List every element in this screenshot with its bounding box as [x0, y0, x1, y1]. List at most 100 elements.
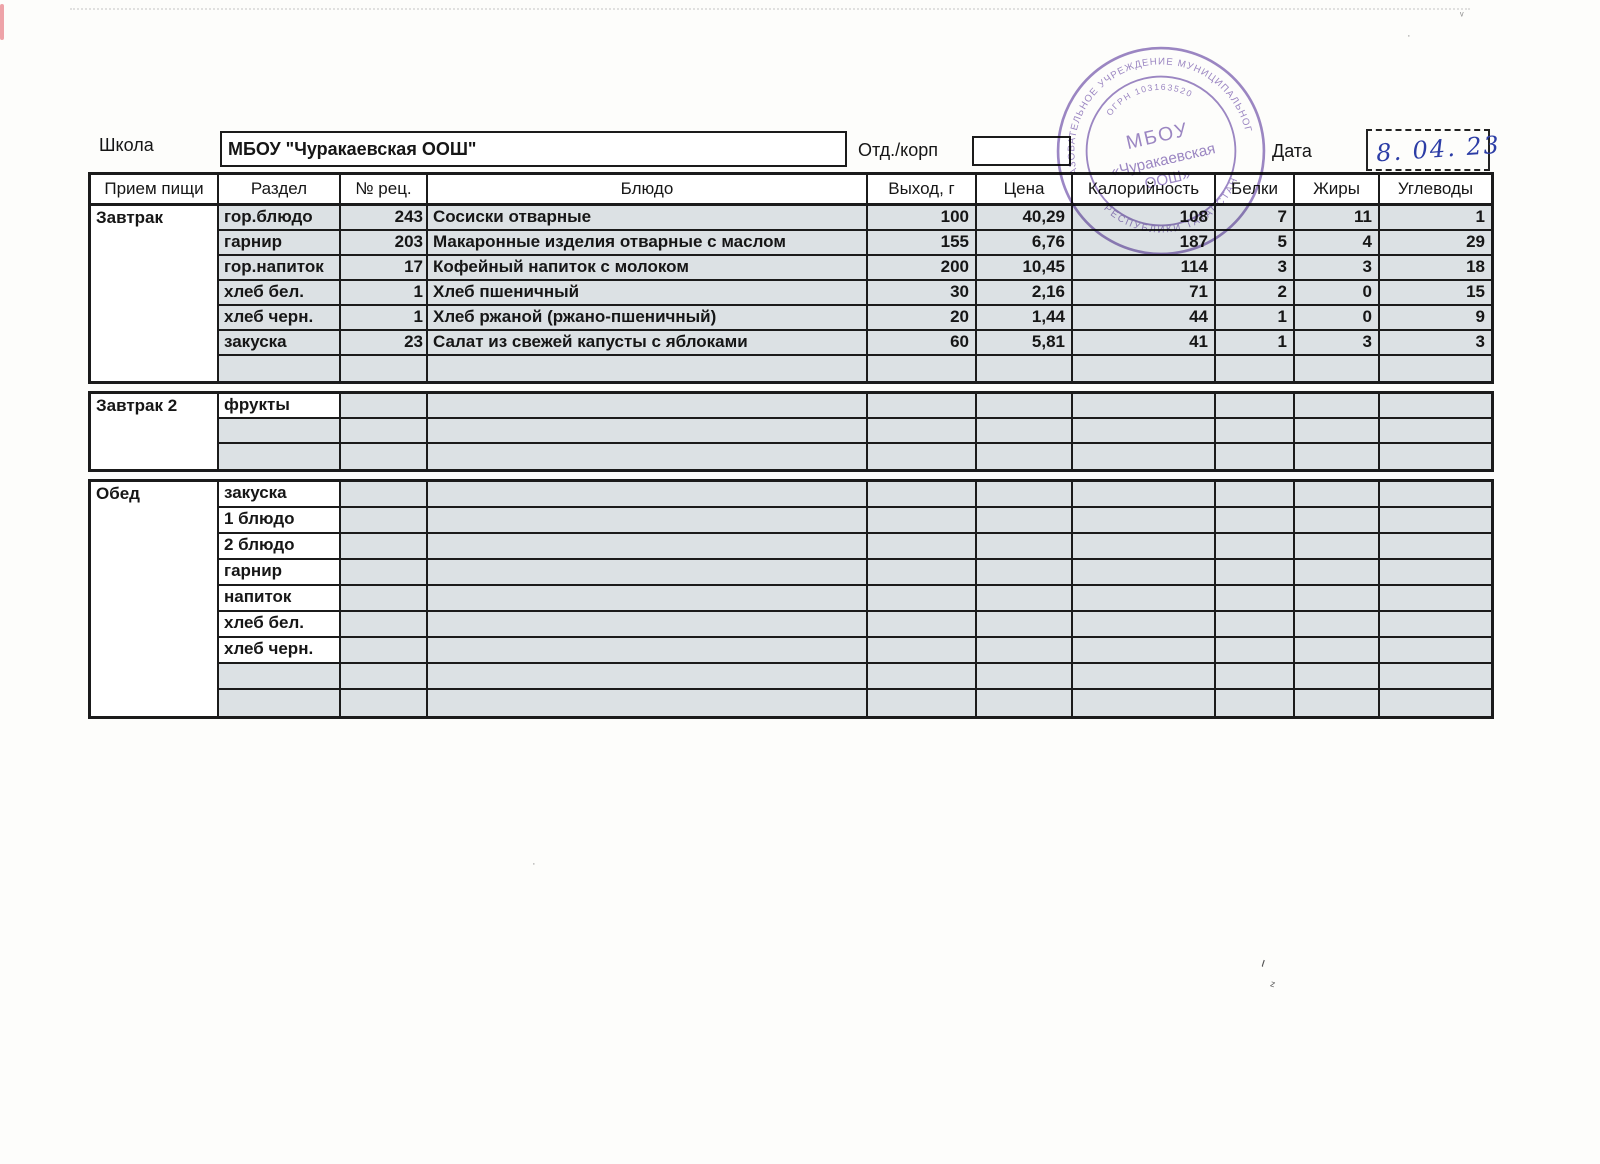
table-row: закуска 23 Салат из свежей капусты с яблок…	[219, 331, 1491, 356]
cell-carb: 3	[1380, 331, 1491, 354]
cell-cal	[1073, 612, 1216, 636]
cell-carb: 1	[1380, 206, 1491, 229]
stamp-center-line1: МБОУ	[1124, 118, 1191, 154]
cell-dish	[428, 419, 868, 442]
table-row	[219, 690, 1491, 716]
cell-price	[977, 560, 1073, 584]
table-row: гор.блюдо 243 Сосиски отварные 100 40,29 108 7…	[219, 206, 1491, 231]
table-block-lunch: Обед закуска 1 блюдо 2 блюдо гарнир напиток х…	[88, 479, 1494, 719]
cell-prot	[1216, 482, 1295, 506]
cell-out	[868, 394, 977, 417]
cell-dish	[428, 690, 868, 716]
cell-prot	[1216, 664, 1295, 688]
cell-rec	[341, 356, 428, 381]
cell-price	[977, 482, 1073, 506]
cell-price	[977, 444, 1073, 469]
table-row: 1 блюдо	[219, 508, 1491, 534]
cell-prot	[1216, 560, 1295, 584]
cell-cal	[1073, 444, 1216, 469]
cell-out	[868, 444, 977, 469]
cell-cal	[1073, 419, 1216, 442]
cell-cal: 187	[1073, 231, 1216, 254]
cell-rec: 1	[341, 281, 428, 304]
cell-fat	[1295, 638, 1380, 662]
cell-carb	[1380, 356, 1491, 381]
cell-razdel: гор.напиток	[219, 256, 341, 279]
section-breakfast2: Завтрак 2 фрукты	[91, 394, 1491, 469]
cell-razdel: гарнир	[219, 231, 341, 254]
cell-price	[977, 638, 1073, 662]
cell-razdel: хлеб бел.	[219, 281, 341, 304]
col-header: Блюдо	[428, 175, 868, 203]
scan-speck: ·	[1407, 30, 1411, 42]
cell-carb	[1380, 586, 1491, 610]
cell-prot	[1216, 586, 1295, 610]
cell-dish	[428, 560, 868, 584]
cell-cal	[1073, 638, 1216, 662]
cell-prot: 7	[1216, 206, 1295, 229]
cell-carb: 9	[1380, 306, 1491, 329]
cell-carb	[1380, 482, 1491, 506]
cell-prot: 1	[1216, 306, 1295, 329]
cell-out: 30	[868, 281, 977, 304]
cell-cal	[1073, 356, 1216, 381]
cell-dish: Сосиски отварные	[428, 206, 868, 229]
svg-text:ОГРН 103163520: ОГРН 103163520	[1100, 73, 1196, 119]
cell-price: 6,76	[977, 231, 1073, 254]
cell-price: 10,45	[977, 256, 1073, 279]
cell-dish: Хлеб ржаной (ржано-пшеничный)	[428, 306, 868, 329]
cell-out	[868, 482, 977, 506]
cell-razdel: закуска	[219, 331, 341, 354]
scan-speck: ᵛ	[1460, 10, 1464, 22]
table-block-breakfast: Прием пищи Раздел № рец. Блюдо Выход, г Цена К…	[88, 172, 1494, 384]
cell-cal	[1073, 560, 1216, 584]
cell-rec	[341, 638, 428, 662]
cell-razdel	[219, 356, 341, 381]
cell-cal	[1073, 664, 1216, 688]
cell-out: 60	[868, 331, 977, 354]
cell-price	[977, 508, 1073, 532]
table-block-breakfast2: Завтрак 2 фрукты	[88, 391, 1494, 472]
cell-rec	[341, 586, 428, 610]
cell-fat: 3	[1295, 331, 1380, 354]
cell-carb	[1380, 612, 1491, 636]
table-row: закуска	[219, 482, 1491, 508]
col-header: № рец.	[341, 175, 428, 203]
table-row: хлеб бел. 1 Хлеб пшеничный 30 2,16 71 2 0 15	[219, 281, 1491, 306]
cell-rec	[341, 690, 428, 716]
cell-cal	[1073, 482, 1216, 506]
date-value-box: 8. 04. 23	[1366, 129, 1502, 171]
cell-razdel: хлеб черн.	[219, 306, 341, 329]
cell-rec	[341, 612, 428, 636]
col-header: Прием пищи	[91, 175, 219, 203]
cell-carb	[1380, 664, 1491, 688]
cell-rec	[341, 560, 428, 584]
table-row	[219, 664, 1491, 690]
cell-dish: Кофейный напиток с молоком	[428, 256, 868, 279]
cell-fat	[1295, 612, 1380, 636]
scan-speck: ·	[532, 858, 536, 870]
cell-cal: 41	[1073, 331, 1216, 354]
cell-out	[868, 664, 977, 688]
cell-rec	[341, 419, 428, 442]
cell-carb	[1380, 638, 1491, 662]
cell-razdel: гарнир	[219, 560, 341, 584]
cell-carb	[1380, 419, 1491, 442]
cell-carb: 18	[1380, 256, 1491, 279]
col-header: Раздел	[219, 175, 341, 203]
cell-rec	[341, 508, 428, 532]
cell-out	[868, 690, 977, 716]
cell-dish: Салат из свежей капусты с яблоками	[428, 331, 868, 354]
col-header: Углеводы	[1397, 179, 1474, 198]
cell-cal: 71	[1073, 281, 1216, 304]
cell-dish: Макаронные изделия отварные с маслом	[428, 231, 868, 254]
cell-cal: 44	[1073, 306, 1216, 329]
table-header-row: Прием пищи Раздел № рец. Блюдо Выход, г Цена К…	[91, 175, 1491, 206]
cell-fat	[1295, 690, 1380, 716]
table-row: гарнир	[219, 560, 1491, 586]
school-field-label: Школа	[99, 135, 154, 155]
cell-dish	[428, 482, 868, 506]
table-row: фрукты	[219, 394, 1491, 419]
cell-dish	[428, 356, 868, 381]
cell-prot	[1216, 534, 1295, 558]
